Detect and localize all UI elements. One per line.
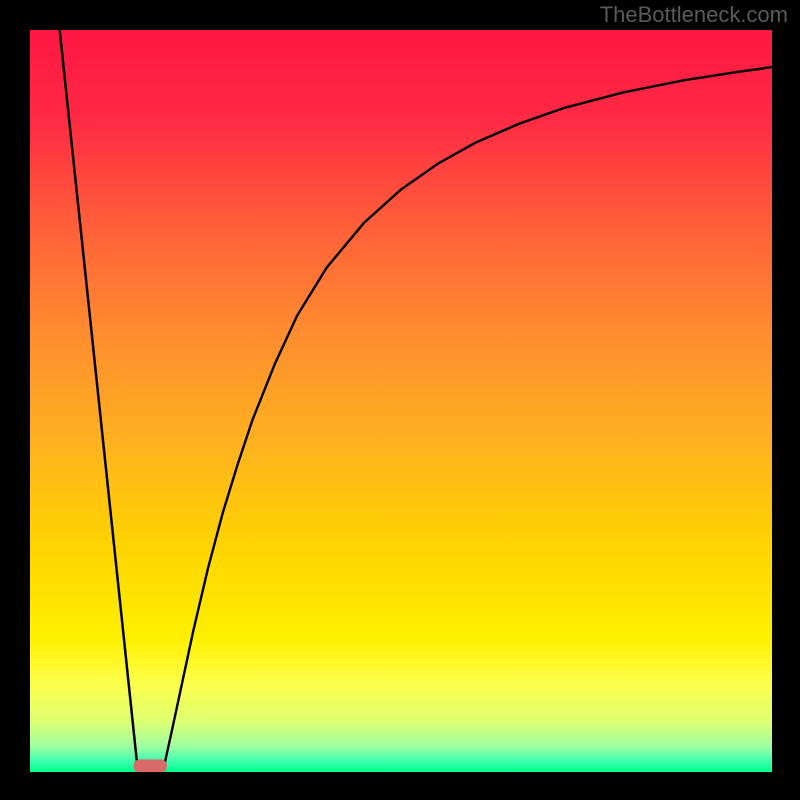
bottleneck-chart [30, 30, 772, 772]
optimal-marker [134, 759, 167, 772]
chart-background [30, 30, 772, 772]
chart-svg [30, 30, 772, 772]
watermark-text: TheBottleneck.com [600, 2, 788, 28]
